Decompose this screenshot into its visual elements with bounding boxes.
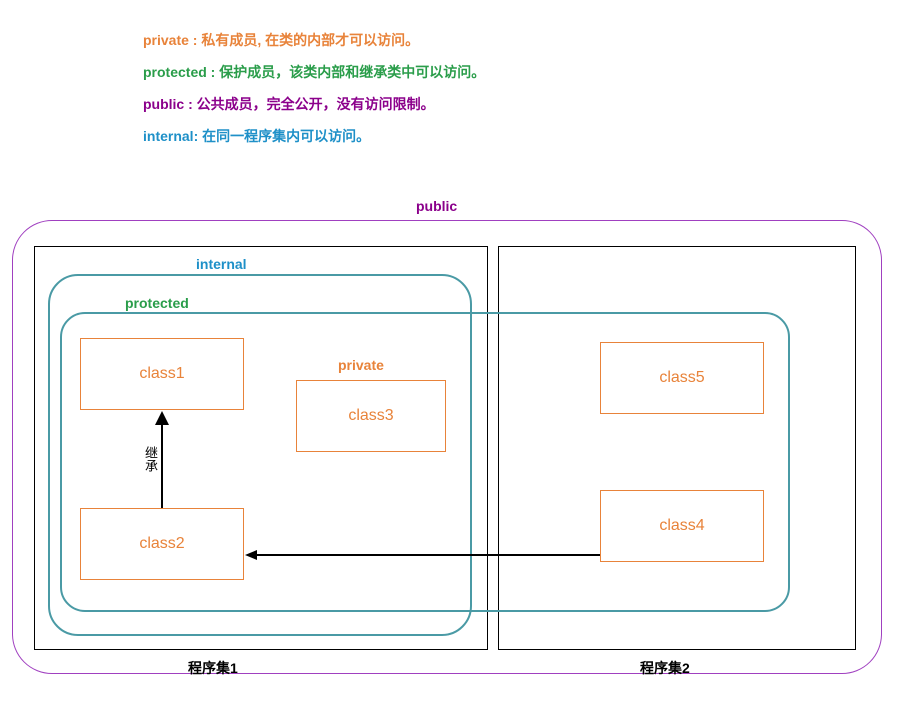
class1-label: class1 — [81, 365, 243, 383]
class3-box: class3 — [296, 380, 446, 452]
inherit-label: 继承 — [141, 446, 160, 472]
private-label: private — [338, 357, 384, 373]
legend-protected: protected : 保护成员，该类内部和继承类中可以访问。 — [143, 62, 485, 82]
public-label: public — [416, 198, 457, 214]
diagram-container: public internal protected private class1… — [0, 194, 898, 703]
legend-private: private : 私有成员, 在类的内部才可以访问。 — [143, 30, 485, 50]
class5-label: class5 — [601, 369, 763, 387]
assembly2-label: 程序集2 — [640, 658, 690, 678]
class5-box: class5 — [600, 342, 764, 414]
legend-internal: internal: 在同一程序集内可以访问。 — [143, 126, 485, 146]
class2-label: class2 — [81, 535, 243, 553]
legend-public: public : 公共成员，完全公开，没有访问限制。 — [143, 94, 485, 114]
class3-label: class3 — [297, 407, 445, 425]
class1-box: class1 — [80, 338, 244, 410]
inherit-arrow-head — [155, 411, 169, 425]
class4-to-class2-line — [256, 554, 600, 556]
inherit-arrow-line — [161, 424, 163, 508]
class2-box: class2 — [80, 508, 244, 580]
protected-label: protected — [125, 295, 189, 311]
internal-label: internal — [196, 256, 247, 272]
assembly1-label: 程序集1 — [188, 658, 238, 678]
class4-label: class4 — [601, 517, 763, 535]
class4-box: class4 — [600, 490, 764, 562]
legend-block: private : 私有成员, 在类的内部才可以访问。 protected : … — [143, 30, 485, 158]
class4-to-class2-head — [245, 550, 257, 560]
